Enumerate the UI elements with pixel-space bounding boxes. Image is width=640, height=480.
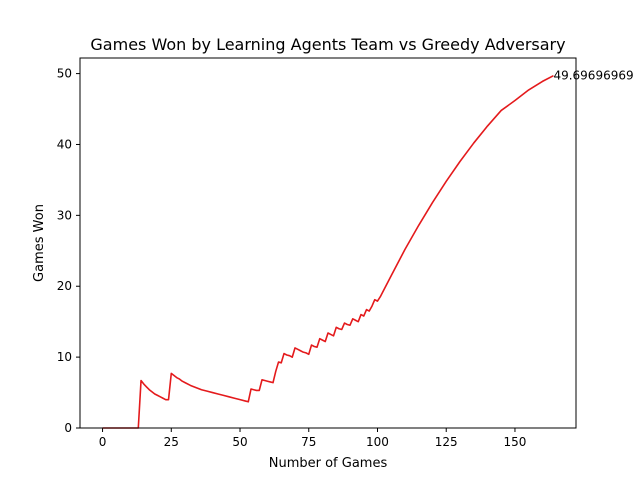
annotations: 49.69696969	[553, 69, 633, 83]
x-tick-label: 50	[232, 435, 247, 449]
plot-area	[80, 58, 576, 428]
y-tick-label: 30	[57, 208, 72, 222]
x-tick-label: 150	[504, 435, 527, 449]
chart-title: Games Won by Learning Agents Team vs Gre…	[90, 35, 565, 54]
x-tick-label: 125	[435, 435, 458, 449]
y-tick-label: 0	[64, 421, 72, 435]
y-tick-label: 40	[57, 137, 72, 151]
plot-frame	[79, 57, 577, 429]
x-tick-label: 0	[99, 435, 107, 449]
y-axis-ticks: 0 10 20 30 40 50	[57, 67, 80, 435]
x-axis-ticks: 0 25 50 75 100 125 150	[99, 428, 527, 449]
x-tick-label: 100	[366, 435, 389, 449]
series-line	[102, 75, 554, 429]
x-tick-label: 25	[164, 435, 179, 449]
series-lines	[102, 75, 554, 429]
point-annotation: 49.69696969	[553, 69, 633, 83]
x-axis-label: Number of Games	[269, 456, 388, 471]
y-tick-label: 50	[57, 67, 72, 81]
y-tick-label: 10	[57, 350, 72, 364]
y-axis-label: Games Won	[32, 204, 47, 282]
x-tick-label: 75	[301, 435, 316, 449]
y-tick-label: 20	[57, 279, 72, 293]
